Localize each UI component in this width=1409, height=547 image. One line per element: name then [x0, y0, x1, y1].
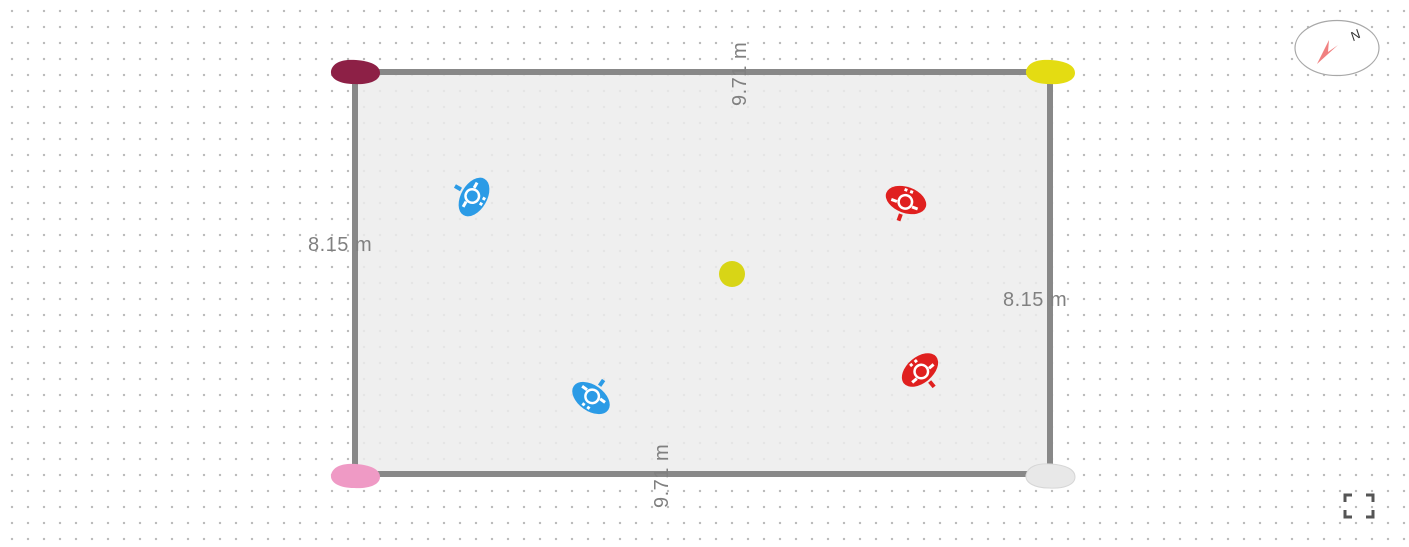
- corner-marker-top-right[interactable]: [1025, 59, 1075, 85]
- corner-marker-top-left[interactable]: [330, 59, 380, 85]
- ball[interactable]: [719, 261, 745, 287]
- dimension-label-left: 8.15 m: [308, 234, 373, 256]
- dimension-label-top: 9.71 m: [729, 41, 751, 106]
- fullscreen-button[interactable]: [1340, 490, 1378, 522]
- field-area: [355, 72, 1050, 474]
- compass-needle: [1317, 40, 1338, 64]
- dimension-label-bottom: 9.71 m: [651, 443, 673, 508]
- compass-graphic: N: [1294, 19, 1380, 77]
- corner-marker-bottom-right[interactable]: [1025, 463, 1076, 489]
- corner-marker-bottom-left[interactable]: [330, 463, 380, 489]
- dimension-label-right: 8.15 m: [1003, 289, 1068, 311]
- compass-icon[interactable]: N: [1294, 19, 1380, 77]
- fullscreen-icon: [1343, 493, 1375, 519]
